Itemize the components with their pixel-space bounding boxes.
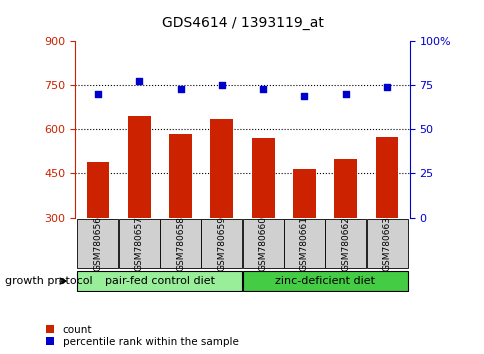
FancyBboxPatch shape xyxy=(325,219,365,268)
Point xyxy=(259,86,267,91)
Text: zinc-deficient diet: zinc-deficient diet xyxy=(274,276,374,286)
FancyBboxPatch shape xyxy=(77,271,242,291)
FancyBboxPatch shape xyxy=(160,219,200,268)
Bar xyxy=(128,116,150,218)
Bar xyxy=(169,133,192,218)
Legend: count, percentile rank within the sample: count, percentile rank within the sample xyxy=(44,322,240,349)
Text: GDS4614 / 1393119_at: GDS4614 / 1393119_at xyxy=(161,16,323,30)
Bar xyxy=(334,159,356,218)
Bar xyxy=(375,137,398,218)
Text: GSM780658: GSM780658 xyxy=(176,216,185,271)
FancyBboxPatch shape xyxy=(366,219,407,268)
Text: GSM780663: GSM780663 xyxy=(382,216,391,271)
Bar xyxy=(251,138,274,218)
Text: GSM780662: GSM780662 xyxy=(341,216,349,271)
Text: GSM780659: GSM780659 xyxy=(217,216,226,271)
FancyBboxPatch shape xyxy=(201,219,242,268)
Point xyxy=(135,79,143,84)
Bar xyxy=(86,162,109,218)
Text: GSM780656: GSM780656 xyxy=(93,216,102,271)
Point xyxy=(217,82,225,88)
Text: growth protocol: growth protocol xyxy=(5,276,92,286)
FancyBboxPatch shape xyxy=(284,219,324,268)
Point xyxy=(176,86,184,91)
Bar xyxy=(292,169,315,218)
FancyBboxPatch shape xyxy=(242,219,283,268)
Point xyxy=(300,93,308,98)
FancyBboxPatch shape xyxy=(77,219,118,268)
Text: GSM780660: GSM780660 xyxy=(258,216,267,271)
Text: pair-fed control diet: pair-fed control diet xyxy=(105,276,214,286)
Text: GSM780657: GSM780657 xyxy=(135,216,143,271)
Point xyxy=(382,84,390,90)
Bar xyxy=(210,119,233,218)
FancyBboxPatch shape xyxy=(242,271,407,291)
Text: GSM780661: GSM780661 xyxy=(299,216,308,271)
Point xyxy=(94,91,102,97)
Point xyxy=(341,91,349,97)
FancyBboxPatch shape xyxy=(119,219,159,268)
